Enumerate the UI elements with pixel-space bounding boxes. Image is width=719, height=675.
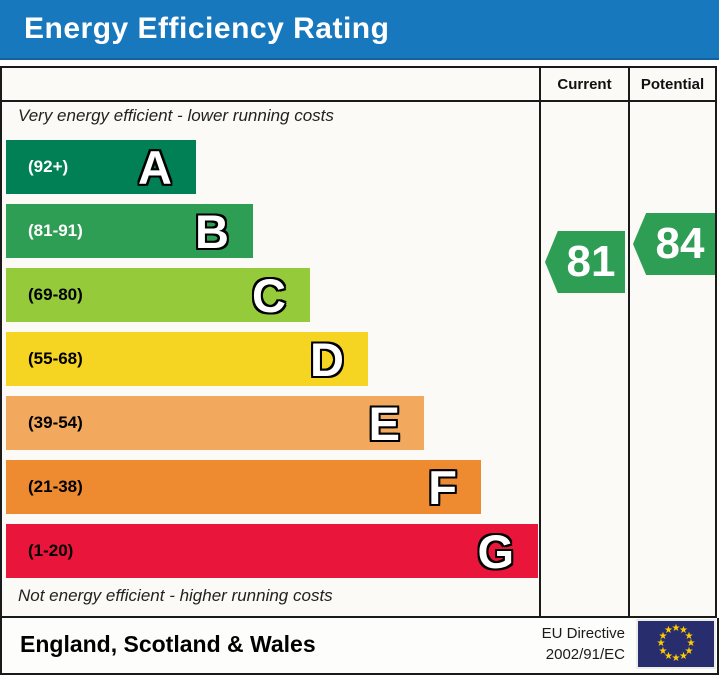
eu-flag-star: ★ <box>658 645 668 657</box>
eu-flag-star: ★ <box>679 650 688 662</box>
eu-flag-star: ★ <box>671 623 681 634</box>
eu-directive-line1: EU Directive <box>541 625 625 643</box>
caption-very-efficient: Very energy efficient - lower running co… <box>18 106 334 125</box>
band-b-range: (81-91) <box>28 221 83 240</box>
eu-flag-star: ★ <box>684 645 694 657</box>
band-c-letter: C <box>252 268 286 322</box>
band-a-letter: A <box>138 140 172 194</box>
eu-flag-star: ★ <box>664 650 673 662</box>
current-rating-arrow: 81 <box>545 231 625 293</box>
current-rating-value: 81 <box>566 237 616 286</box>
eu-flag-star: ★ <box>679 625 688 636</box>
band-d: (55-68) D <box>6 332 368 386</box>
eu-flag-star: ★ <box>684 630 694 642</box>
band-a-range: (92+) <box>28 157 69 176</box>
epc-rating-table-inner: Current Potential Very energy efficient … <box>2 68 715 616</box>
title-bar: Energy Efficiency Rating <box>0 0 719 60</box>
band-e-range: (39-54) <box>28 413 83 432</box>
header-divider <box>2 100 715 102</box>
band-f-range: (21-38) <box>28 477 83 496</box>
band-c-range: (69-80) <box>28 285 83 304</box>
column-header-potential: Potential <box>640 75 705 93</box>
eu-flag-star: ★ <box>664 625 673 636</box>
potential-rating-value: 84 <box>655 219 705 268</box>
band-f-letter: F <box>428 460 457 514</box>
footer: England, Scotland & Wales EU Directive 2… <box>0 618 719 675</box>
band-g: (1-20) G <box>6 524 538 578</box>
band-g-range: (1-20) <box>28 541 74 560</box>
potential-column-border <box>628 68 630 616</box>
potential-rating-arrow: 84 <box>633 213 715 275</box>
page-title: Energy Efficiency Rating <box>24 12 390 45</box>
band-d-range: (55-68) <box>28 349 83 368</box>
band-f: (21-38) F <box>6 460 481 514</box>
eu-directive-label: EU Directive 2002/91/EC <box>542 618 625 671</box>
eu-flag-star: ★ <box>671 653 681 664</box>
band-c: (69-80) C <box>6 268 310 322</box>
epc-rating-table: Current Potential Very energy efficient … <box>0 66 717 618</box>
band-g-letter: G <box>477 524 514 578</box>
caption-not-efficient: Not energy efficient - higher running co… <box>18 586 333 605</box>
band-d-letter: D <box>310 332 344 386</box>
band-e-letter: E <box>368 396 400 450</box>
eu-directive-line2: 2002/91/EC <box>545 645 625 663</box>
region-label: England, Scotland & Wales <box>20 631 316 657</box>
band-e: (39-54) E <box>6 396 424 450</box>
eu-flag-icon: ★ ★ ★ ★ ★ ★ ★ ★ ★ ★ ★ ★ <box>636 619 716 669</box>
band-b-letter: B <box>195 204 229 258</box>
current-column-border <box>539 68 541 616</box>
eu-flag-star: ★ <box>686 638 696 649</box>
eu-flag-star: ★ <box>656 638 666 649</box>
eu-flag-star: ★ <box>658 630 668 642</box>
band-b: (81-91) B <box>6 204 253 258</box>
column-header-current: Current <box>557 75 612 93</box>
band-a: (92+) A <box>6 140 196 194</box>
